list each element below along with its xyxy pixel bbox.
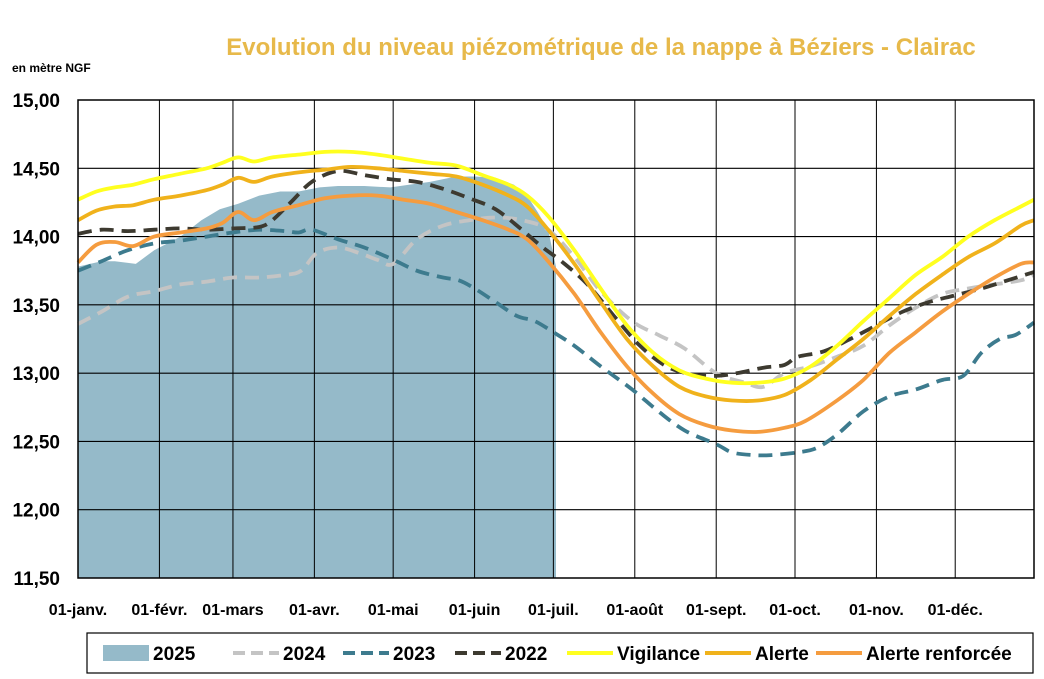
series-line-2024 [77, 215, 1035, 390]
y-tick-label: 12,50 [12, 432, 60, 453]
x-tick-label: 01-oct. [769, 602, 821, 619]
chart-title: Evolution du niveau piézométrique de la … [226, 34, 976, 61]
area-layer [78, 176, 556, 578]
plot-frame [77, 99, 1035, 579]
y-tick-label: 11,50 [14, 569, 61, 590]
y-axis-ticks: 11,50 12,00 12,50 13,00 13,50 14,00 14,50 15,00 [12, 91, 60, 590]
y-tick-label: 13,00 [12, 364, 60, 385]
x-tick-label: 01-juil. [528, 602, 579, 619]
series-lines [76, 149, 1036, 458]
x-tick-label: 01-nov. [849, 602, 904, 619]
y-tick-label: 14,50 [12, 159, 60, 180]
series-line-2023 [77, 227, 1036, 458]
legend: 2025 2024 2023 2022 Vigilance Alerte Alerte re… [86, 632, 1034, 674]
x-tick-label: 01-déc. [928, 602, 983, 619]
x-axis-ticks: 01-janv. 01-févr. 01-mars 01-avr. 01-mai 01-j… [49, 602, 983, 619]
x-tick-label: 01-juin [449, 602, 501, 619]
x-tick-label: 01-févr. [131, 602, 187, 619]
y-tick-label: 14,00 [12, 228, 60, 249]
legend-label-alerte-renforcée: Alerte renforcée [866, 644, 1012, 665]
series-line-vigilance [77, 149, 1035, 386]
x-tick-label: 01-mai [368, 602, 419, 619]
legend-label-2025: 2025 [153, 644, 196, 665]
x-tick-label: 01-sept. [686, 602, 746, 619]
legend-label-2024: 2024 [283, 644, 326, 665]
legend-label-2023: 2023 [393, 644, 435, 665]
x-tick-label: 01-mars [202, 602, 263, 619]
x-tick-label: 01-janv. [49, 602, 107, 619]
x-tick-label: 01-août [606, 602, 664, 619]
x-tick-label: 01-avr. [289, 602, 340, 619]
series-area-2025 [78, 176, 556, 578]
y-tick-label: 13,50 [12, 296, 60, 317]
y-tick-label: 15,00 [12, 91, 60, 112]
legend-swatch-2025 [103, 645, 149, 661]
series-line-alerte-renforcée [76, 193, 1035, 434]
series-line-2022 [77, 168, 1035, 378]
legend-label-2022: 2022 [505, 644, 547, 665]
y-axis-unit-label: en mètre NGF [12, 61, 91, 75]
series-line-alerte [77, 164, 1035, 403]
legend-label-vigilance: Vigilance [617, 644, 700, 665]
legend-label-alerte: Alerte [755, 644, 809, 665]
y-tick-label: 12,00 [12, 501, 60, 522]
